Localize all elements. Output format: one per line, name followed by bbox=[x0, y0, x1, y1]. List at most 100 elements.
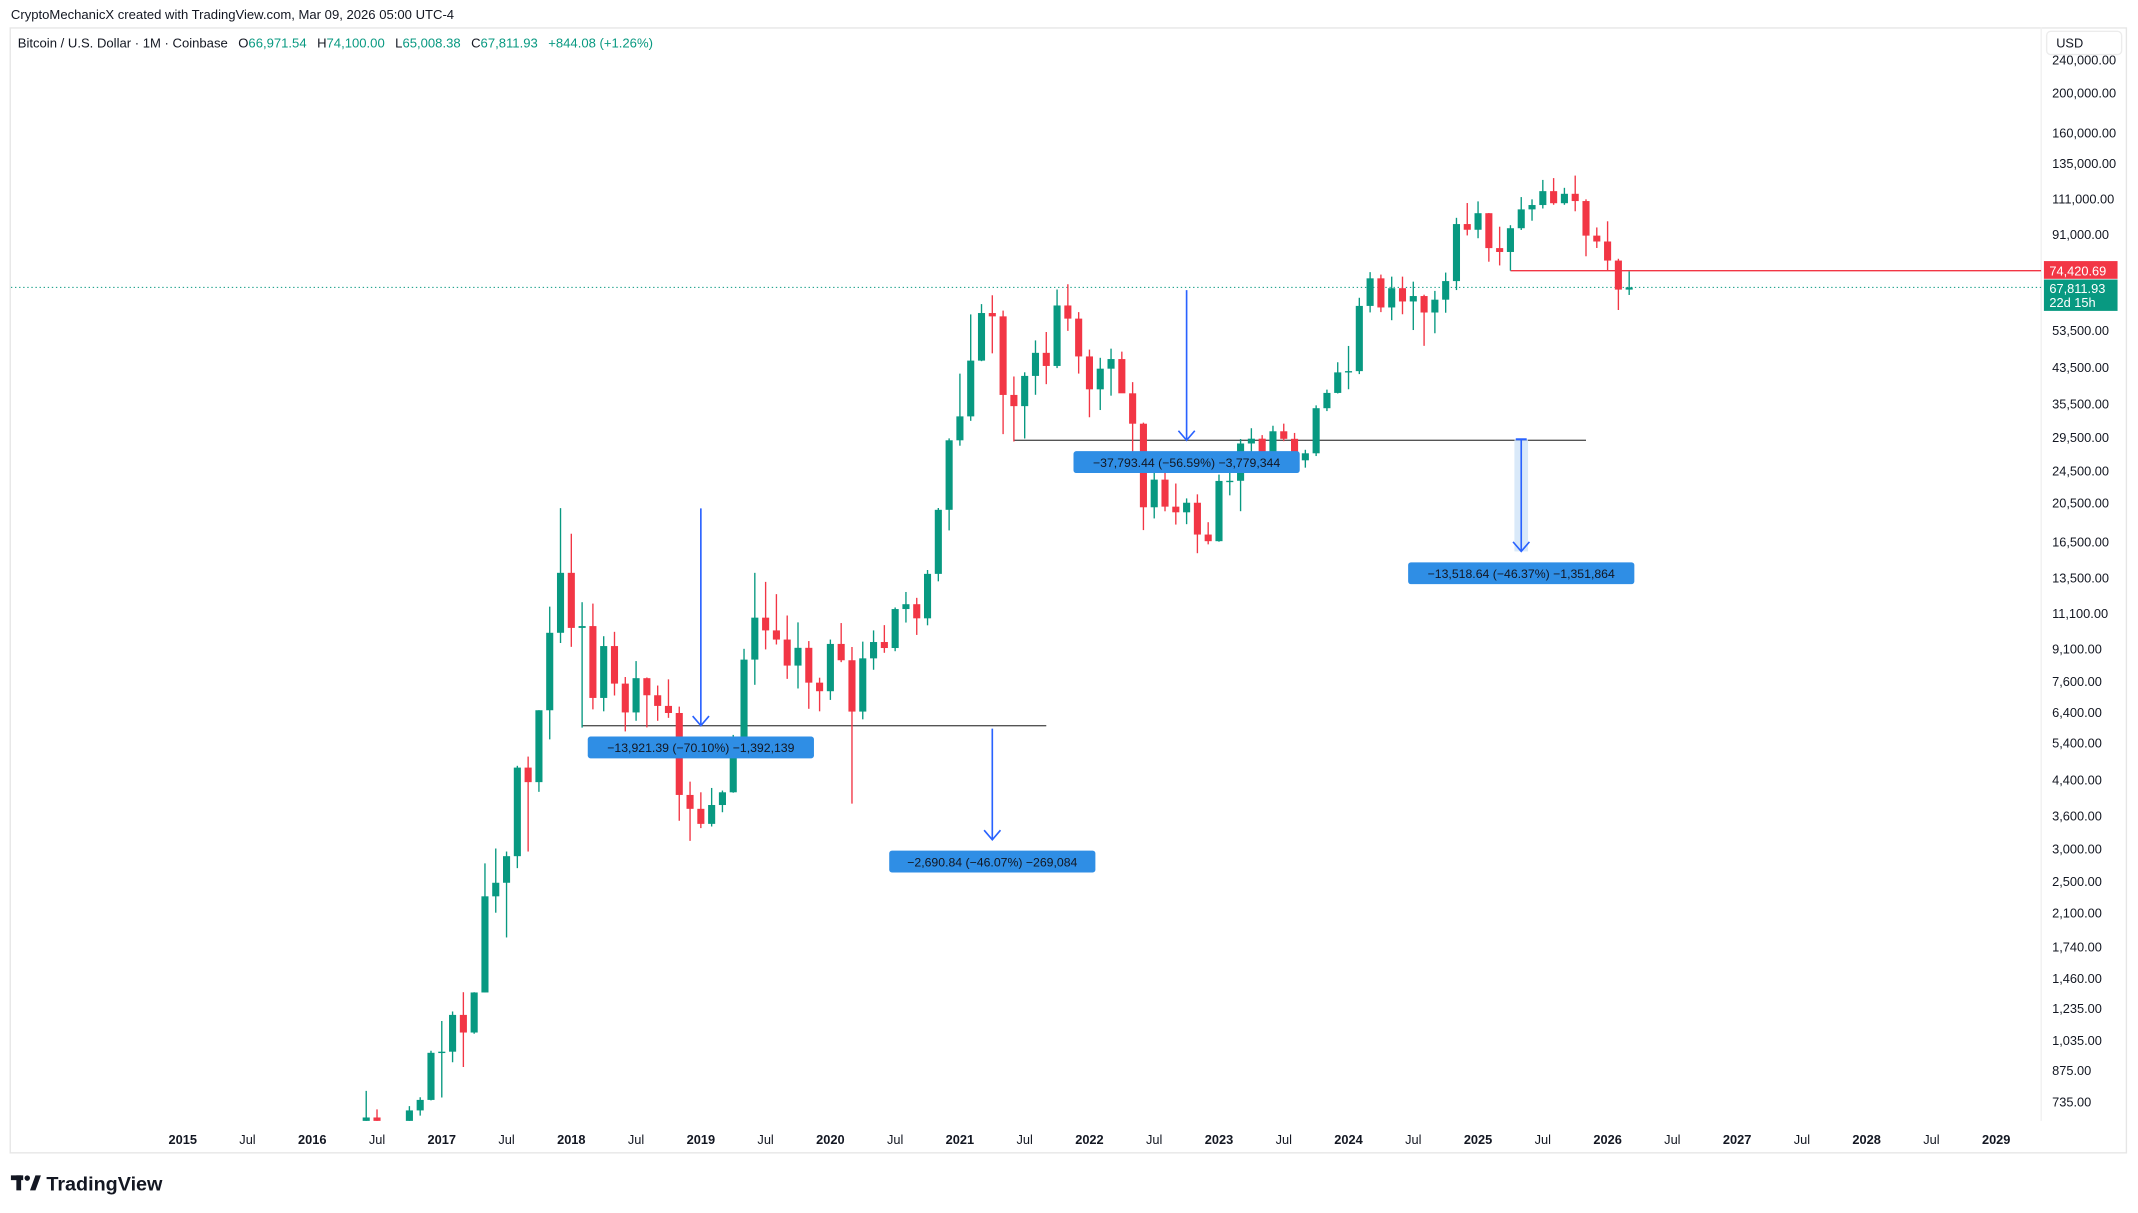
price-range-measurement[interactable]: −13,518.64 (−46.37%) −1,351,864 bbox=[1408, 438, 1635, 585]
close-label: C bbox=[471, 36, 480, 51]
candle bbox=[1075, 312, 1083, 374]
candle bbox=[1280, 423, 1288, 442]
candle bbox=[859, 641, 867, 720]
arrow-down-icon bbox=[692, 715, 710, 727]
candle bbox=[567, 533, 575, 647]
candle bbox=[794, 622, 802, 689]
high-label: H bbox=[317, 36, 326, 51]
price-range-measurement[interactable]: −2,690.84 (−46.07%) −269,084 bbox=[889, 728, 1096, 873]
candle bbox=[1096, 357, 1104, 411]
time-axis-label: Jul bbox=[1923, 1132, 1939, 1147]
measurement-label-box bbox=[889, 850, 1096, 873]
candle-body bbox=[503, 856, 511, 883]
candle-body bbox=[934, 509, 942, 574]
price-axis-label: 240,000.00 bbox=[2052, 53, 2116, 68]
price-range-measurement[interactable]: −13,921.39 (−70.10%) −1,392,139 bbox=[587, 508, 814, 759]
candle bbox=[1085, 349, 1093, 418]
candle-body bbox=[319, 1195, 326, 1213]
price-axis[interactable]: 240,000.00 200,000.00 160,000.00 135,000.00… bbox=[2052, 53, 2116, 1110]
candle-body bbox=[1183, 502, 1191, 513]
candle bbox=[1506, 225, 1514, 271]
candle bbox=[1463, 203, 1471, 236]
currency-button[interactable]: USD bbox=[2045, 30, 2123, 56]
last-price-marker: 67,811.93 22d 15h bbox=[2043, 279, 2118, 311]
time-axis-label: 2022 bbox=[1075, 1132, 1103, 1147]
candle bbox=[913, 597, 921, 635]
candle-body bbox=[1452, 224, 1461, 282]
candle bbox=[1485, 213, 1493, 262]
candle bbox=[1031, 340, 1040, 395]
candle-body bbox=[1344, 371, 1353, 373]
candle bbox=[1323, 389, 1331, 412]
close-value: 67,811.93 bbox=[481, 36, 538, 51]
candle-body bbox=[1431, 299, 1439, 313]
candle-body bbox=[923, 573, 932, 619]
price-axis-label: 4,400.00 bbox=[2052, 772, 2102, 787]
open-value: 66,971.54 bbox=[248, 36, 306, 51]
candle-body bbox=[913, 604, 921, 619]
tradingview-logo[interactable]: TradingView bbox=[10, 1173, 163, 1195]
candle bbox=[416, 1097, 424, 1116]
candle bbox=[1161, 465, 1169, 512]
candle-body bbox=[1269, 431, 1277, 452]
support-price-label: 74,420.69 bbox=[2049, 263, 2106, 278]
candle-body bbox=[632, 678, 640, 713]
candle bbox=[697, 792, 705, 829]
plot-area[interactable]: −13,921.39 (−70.10%) −1,392,139 −2,690.84… bbox=[10, 175, 2042, 1213]
price-axis-label: 11,100.00 bbox=[2052, 606, 2108, 621]
candle bbox=[600, 636, 608, 712]
candle bbox=[837, 623, 845, 663]
candle-body bbox=[1593, 235, 1601, 242]
candle-body bbox=[1323, 392, 1331, 409]
candle bbox=[1560, 187, 1568, 205]
candle bbox=[1021, 372, 1029, 439]
candle bbox=[373, 1109, 381, 1121]
measurement-label: −13,921.39 (−70.10%) −1,392,139 bbox=[607, 741, 794, 755]
candle bbox=[999, 310, 1007, 435]
candle-body bbox=[762, 617, 770, 631]
time-axis[interactable]: 2015 Jul 2016 Jul 2017 Jul 2018 Jul 2019 Jul 2020 J… bbox=[168, 1132, 2010, 1147]
price-axis-label: 1,460.00 bbox=[2052, 971, 2102, 986]
time-axis-label: 2024 bbox=[1334, 1132, 1363, 1147]
candle-body bbox=[956, 416, 964, 441]
candle-body bbox=[470, 992, 478, 1033]
candle-body bbox=[816, 682, 824, 692]
candle-body bbox=[578, 626, 586, 628]
time-axis-label: 2019 bbox=[687, 1132, 715, 1147]
time-axis-label: Jul bbox=[1017, 1132, 1033, 1147]
candle bbox=[772, 594, 780, 645]
candle bbox=[1334, 362, 1342, 394]
ohlc-legend: Bitcoin / U.S. Dollar · 1M · Coinbase O6… bbox=[18, 36, 653, 51]
candle bbox=[1172, 483, 1180, 525]
candle bbox=[578, 602, 586, 728]
price-axis-label: 6,400.00 bbox=[2052, 705, 2102, 720]
candle-body bbox=[1204, 534, 1212, 542]
candle-body bbox=[826, 643, 834, 692]
candle bbox=[1215, 474, 1223, 542]
candle bbox=[664, 679, 673, 718]
candle bbox=[751, 572, 759, 685]
price-axis-label: 91,000.00 bbox=[2052, 227, 2109, 242]
candle-body bbox=[600, 646, 608, 698]
candle-body bbox=[362, 1117, 370, 1121]
candle-body bbox=[309, 1198, 316, 1213]
candle bbox=[1474, 201, 1482, 239]
time-axis-label: 2029 bbox=[1982, 1132, 2010, 1147]
candle-body bbox=[772, 630, 780, 640]
price-range-measurement[interactable]: −37,793.44 (−56.59%) −3,779,344 bbox=[1073, 290, 1300, 474]
candle-body bbox=[708, 805, 716, 824]
candle-body bbox=[1042, 352, 1050, 366]
time-axis-label: Jul bbox=[628, 1132, 644, 1147]
candle-body bbox=[1420, 296, 1428, 313]
candle bbox=[1398, 276, 1407, 315]
candle bbox=[621, 677, 629, 732]
candle-body bbox=[1506, 228, 1514, 252]
candle bbox=[686, 781, 694, 841]
candle-body bbox=[1096, 368, 1104, 390]
chart-frame bbox=[9, 27, 2128, 1154]
candle-body bbox=[1539, 191, 1547, 206]
candle bbox=[1420, 294, 1428, 346]
candle bbox=[934, 508, 942, 582]
candle-body bbox=[1442, 281, 1450, 300]
candle-body bbox=[1485, 213, 1493, 249]
